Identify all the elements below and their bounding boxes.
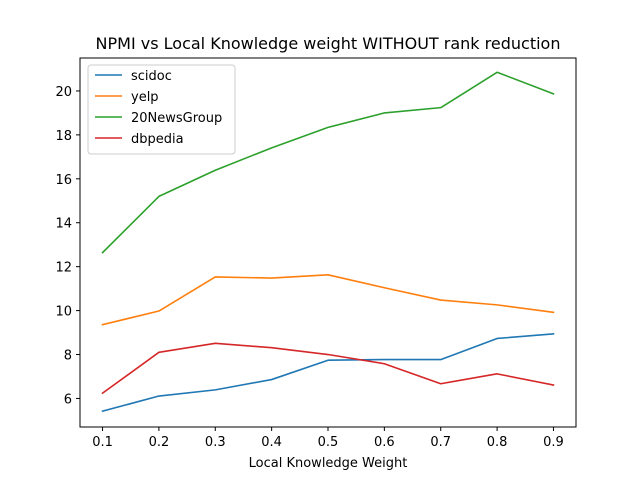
series-line-scidoc	[101, 333, 555, 413]
legend-box	[87, 64, 236, 155]
y-tick-label: 6	[64, 392, 72, 407]
x-tick-label: 0.2	[149, 435, 170, 450]
y-tick-label: 12	[55, 261, 72, 276]
plot-area-frame	[79, 57, 577, 428]
series-line-yelp	[101, 273, 555, 326]
legend-label-20newsgroup: 20NewsGroup	[131, 111, 222, 126]
legend-label-scidoc: scidoc	[131, 69, 172, 84]
legend-label-yelp: yelp	[131, 90, 159, 105]
series-line-dbpedia	[101, 342, 555, 395]
legend-label-dbpedia: dbpedia	[131, 132, 184, 147]
x-tick-label: 0.9	[543, 435, 564, 450]
x-tick-label: 0.4	[261, 435, 282, 450]
x-tick-label: 0.6	[374, 435, 395, 450]
x-tick-label: 0.3	[205, 435, 226, 450]
legend: scidoc yelp 20NewsGroup dbpedia	[87, 64, 236, 155]
y-tick-label: 20	[55, 85, 72, 100]
x-tick-label: 0.7	[430, 435, 451, 450]
y-tick-label: 18	[55, 129, 72, 144]
y-tick-label: 16	[55, 173, 72, 188]
x-axis-ticks: 0.1 0.2 0.3 0.4 0.5 0.6 0.7 0.8 0.9	[92, 427, 564, 450]
x-tick-label: 0.8	[487, 435, 508, 450]
x-axis-label: Local Knowledge Weight	[249, 456, 408, 471]
y-tick-label: 14	[55, 217, 72, 232]
x-tick-label: 0.5	[318, 435, 339, 450]
chart-title: NPMI vs Local Knowledge weight WITHOUT r…	[96, 34, 561, 53]
y-axis-ticks: 6 8 10 12 14 16 18 20	[55, 85, 80, 407]
series-line-20newsgroup	[101, 71, 555, 254]
x-tick-label: 0.1	[92, 435, 113, 450]
y-tick-label: 8	[64, 349, 72, 364]
series-lines	[101, 71, 555, 413]
y-tick-label: 10	[55, 305, 72, 320]
